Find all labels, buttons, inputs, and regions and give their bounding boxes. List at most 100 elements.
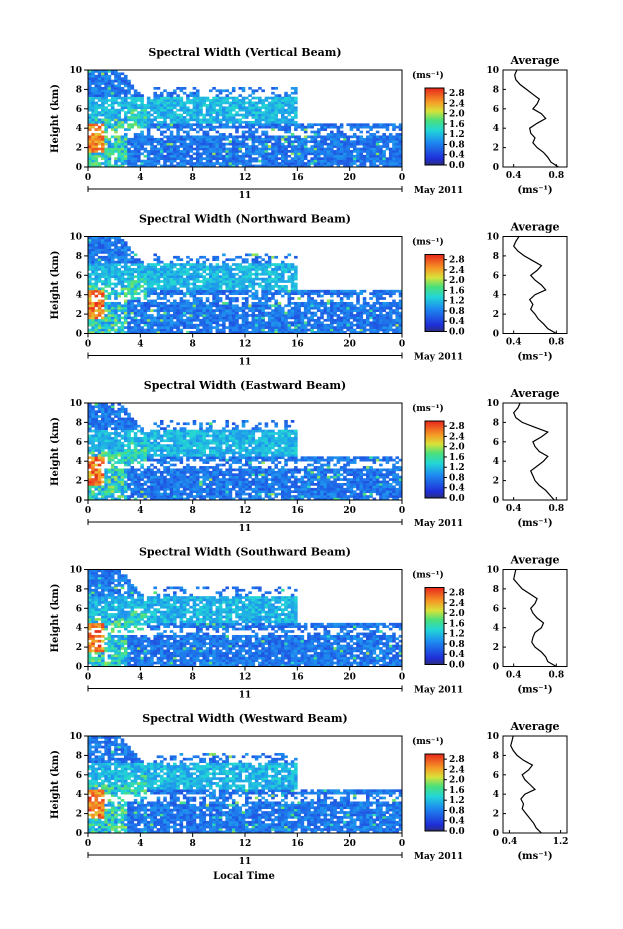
average-y-tick-label: 6 — [493, 105, 499, 115]
colorbar-unit: (ms⁻¹) — [412, 570, 444, 581]
x-tick-label: 20 — [343, 506, 356, 516]
average-y-tick-label: 2 — [493, 477, 499, 487]
date-label: May 2011 — [414, 353, 463, 363]
y-tick-label: 10 — [69, 566, 82, 576]
panel-1: Spectral Width (Vertical Beam) 0 2 4 6 8 10 Hei… — [50, 46, 568, 201]
average-y-tick-label: 10 — [486, 233, 499, 243]
panel-3: Spectral Width (Eastward Beam) 0 2 4 6 8 10 Hei… — [50, 379, 568, 534]
y-tick-label: 0 — [76, 496, 82, 506]
average-y-tick-label: 0 — [493, 163, 499, 173]
colorbar — [424, 753, 445, 832]
average-frame — [502, 236, 568, 334]
average-y-tick-label: 4 — [493, 624, 499, 634]
colorbar-tick-label: 2.0 — [449, 110, 465, 120]
colorbar — [424, 87, 445, 166]
average-profile-line — [514, 69, 559, 168]
y-tick-label: 4 — [76, 457, 82, 467]
x-tick-label: 4 — [137, 839, 143, 849]
x-tick-label: 12 — [239, 506, 252, 516]
average-y-tick-label: 2 — [493, 810, 499, 820]
colorbar-tick-label: 1.2 — [449, 130, 465, 140]
average-x-label: (ms⁻¹) — [517, 352, 552, 363]
average-x-label: (ms⁻¹) — [517, 685, 552, 696]
average-frame — [502, 569, 568, 667]
average-y-tick-label: 2 — [493, 310, 499, 320]
colorbar-tick-label: 0.0 — [449, 661, 465, 671]
x-tick-label: 16 — [291, 340, 304, 350]
heatmap-cells — [88, 736, 403, 834]
y-tick-label: 0 — [76, 663, 82, 673]
colorbar-tick-label: 0.0 — [449, 328, 465, 338]
average-y-tick-label: 8 — [493, 252, 499, 262]
x-tick-label: 12 — [239, 839, 252, 849]
average-frame — [502, 735, 568, 834]
colorbar-unit: (ms⁻¹) — [412, 403, 444, 414]
colorbar-tick-label: 1.6 — [449, 619, 465, 629]
colorbar-tick-label: 2.4 — [449, 266, 465, 276]
x-tick-label: 0 — [85, 173, 91, 183]
colorbar — [424, 587, 445, 665]
y-tick-label: 4 — [76, 291, 82, 301]
y-tick-label: 2 — [76, 643, 82, 653]
y-tick-label: 6 — [76, 771, 82, 781]
y-axis-label: Height (km) — [50, 584, 61, 653]
average-frame — [502, 402, 568, 501]
colorbar-tick-label: 0.8 — [449, 140, 465, 150]
colorbar-tick-label: 2.8 — [449, 89, 465, 99]
x-tick-label: 20 — [343, 340, 356, 350]
y-tick-label: 10 — [69, 233, 82, 243]
x-tick-label: 16 — [291, 839, 304, 849]
y-tick-label: 6 — [76, 604, 82, 614]
colorbar — [424, 254, 445, 332]
colorbar-tick-label: 2.8 — [449, 755, 465, 765]
y-tick-label: 4 — [76, 624, 82, 634]
x-tick-label: 0 — [85, 839, 91, 849]
colorbar-tick-label: 0.8 — [449, 307, 465, 317]
panel-title: Spectral Width (Northward Beam) — [139, 213, 351, 226]
colorbar-unit: (ms⁻¹) — [412, 736, 444, 747]
panel-5: Spectral Width (Westward Beam) 0 2 4 6 8 10 Hei… — [50, 712, 568, 867]
x-tick-label: 8 — [190, 506, 196, 516]
average-title: Average — [509, 554, 559, 567]
average-y-tick-label: 6 — [493, 771, 499, 781]
x-tick-label: 12 — [239, 340, 252, 350]
average-y-tick-label: 4 — [493, 790, 499, 800]
panel-4: Spectral Width (Southward Beam) 0 2 4 6 8 10 He… — [50, 546, 568, 701]
x-tick-label: 12 — [239, 673, 252, 683]
y-tick-label: 0 — [76, 330, 82, 340]
x-tick-label: 8 — [190, 340, 196, 350]
y-tick-label: 2 — [76, 310, 82, 320]
average-y-tick-label: 2 — [493, 144, 499, 154]
colorbar-tick-label: 2.0 — [449, 776, 465, 786]
y-tick-label: 8 — [76, 751, 82, 761]
average-y-tick-label: 10 — [486, 66, 499, 76]
heatmap-cells — [88, 569, 403, 667]
average-y-tick-label: 0 — [493, 829, 499, 839]
average-x-tick-label: 0.4 — [506, 504, 522, 514]
colorbar-tick-label: 2.8 — [449, 422, 465, 432]
average-x-label: (ms⁻¹) — [517, 185, 552, 196]
average-x-tick-label: 0.8 — [548, 338, 564, 348]
average-y-tick-label: 0 — [493, 330, 499, 340]
average-y-tick-label: 4 — [493, 291, 499, 301]
average-x-tick-label: 0.4 — [506, 171, 522, 181]
y-tick-label: 8 — [76, 585, 82, 595]
average-profile-line — [510, 735, 542, 834]
heatmap-cells — [88, 403, 403, 501]
average-y-tick-label: 6 — [493, 604, 499, 614]
y-tick-label: 2 — [76, 477, 82, 487]
x-tick-label: 20 — [343, 173, 356, 183]
heatmap-cells — [88, 236, 403, 334]
average-y-tick-label: 2 — [493, 643, 499, 653]
average-y-tick-label: 8 — [493, 585, 499, 595]
average-x-label: (ms⁻¹) — [517, 518, 552, 529]
colorbar-tick-label: 1.6 — [449, 453, 465, 463]
colorbar-tick-label: 0.4 — [449, 817, 465, 827]
average-y-tick-label: 4 — [493, 457, 499, 467]
y-axis-label: Height (km) — [50, 251, 61, 320]
colorbar-tick-label: 2.8 — [449, 589, 465, 599]
x-tick-label: 0 — [399, 839, 405, 849]
colorbar-tick-label: 1.2 — [449, 463, 465, 473]
average-profile-line — [512, 402, 555, 501]
